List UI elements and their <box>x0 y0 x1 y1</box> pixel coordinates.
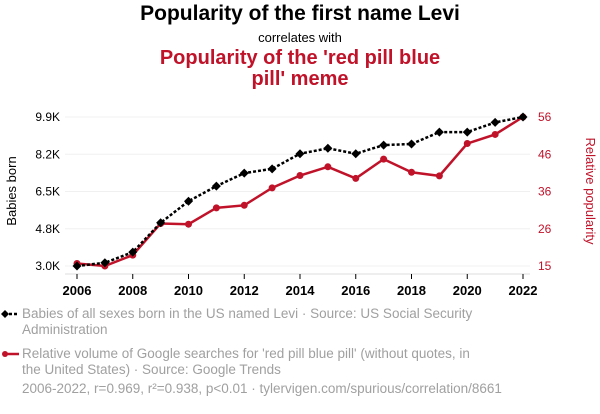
x-tick-label: 2012 <box>230 283 259 298</box>
y-left-tick-label: 3.0K <box>35 259 60 273</box>
data-point-levi <box>351 149 361 159</box>
y-right-tick-label: 56 <box>538 110 552 124</box>
data-point-levi <box>379 140 389 150</box>
y-left-tick-label: 9.9K <box>35 110 60 124</box>
data-point-meme <box>408 168 415 176</box>
data-point-levi <box>156 218 166 228</box>
data-point-meme <box>268 184 276 192</box>
data-point-levi <box>184 196 193 206</box>
data-point-levi <box>323 143 333 153</box>
x-tick-label: 2016 <box>341 283 370 298</box>
data-point-levi <box>407 139 416 149</box>
legend-marker-levi-diamond <box>1 310 9 318</box>
x-tick-label: 2018 <box>397 283 426 298</box>
legend-item-levi: Babies of all sexes born in the US named… <box>22 306 492 338</box>
x-tick-label: 2020 <box>453 283 482 298</box>
x-tick-label: 2010 <box>174 283 203 298</box>
data-point-meme <box>352 174 360 182</box>
chart-subtitle: correlates with <box>258 30 342 45</box>
data-point-levi <box>462 127 472 137</box>
data-point-levi <box>211 181 221 191</box>
data-point-levi <box>239 168 249 178</box>
data-point-levi <box>295 149 305 159</box>
y-left-axis-label: Babies born <box>4 156 19 225</box>
data-point-meme <box>212 204 220 212</box>
y-left-tick-label: 6.5K <box>35 185 60 199</box>
data-point-meme <box>491 130 499 138</box>
data-point-levi <box>267 164 277 174</box>
legend-label-meme: Relative volume of Google searches for '… <box>22 346 470 377</box>
y-right-tick-label: 36 <box>538 185 552 199</box>
data-point-levi <box>518 112 528 122</box>
y-right-tick-label: 46 <box>538 147 552 161</box>
y-left-tick-label: 4.8K <box>35 222 60 236</box>
data-point-meme <box>296 172 304 180</box>
data-point-levi <box>490 117 500 127</box>
legend-marker-meme-dot <box>2 351 8 357</box>
x-tick-label: 2006 <box>63 283 92 298</box>
data-point-levi <box>72 261 82 271</box>
data-point-levi <box>100 258 110 268</box>
y-right-axis-label: Relative popularity <box>583 138 598 245</box>
data-point-meme <box>463 140 471 148</box>
x-tick-label: 2008 <box>118 283 147 298</box>
y-left-tick-label: 8.2K <box>35 147 60 161</box>
data-point-levi <box>434 127 444 137</box>
data-point-meme <box>240 201 248 209</box>
x-tick-label: 2022 <box>509 283 538 298</box>
y-right-tick-label: 26 <box>538 222 552 236</box>
data-point-meme <box>324 163 332 171</box>
data-point-levi <box>128 247 138 257</box>
y-right-tick-label: 15 <box>538 259 552 273</box>
data-point-meme <box>380 155 388 163</box>
x-tick-label: 2014 <box>286 283 316 298</box>
footer-note: 2006-2022, r=0.969, r²=0.938, p<0.01 · t… <box>22 381 502 396</box>
data-point-meme <box>435 172 443 180</box>
chart-title-2: Popularity of the 'red pill blue pill' m… <box>159 47 441 90</box>
chart-title: Popularity of the first name Levi <box>140 2 460 25</box>
data-point-meme <box>185 220 192 228</box>
legend-item-meme: Relative volume of Google searches for '… <box>22 346 492 378</box>
legend-label-levi: Babies of all sexes born in the US named… <box>22 306 473 337</box>
